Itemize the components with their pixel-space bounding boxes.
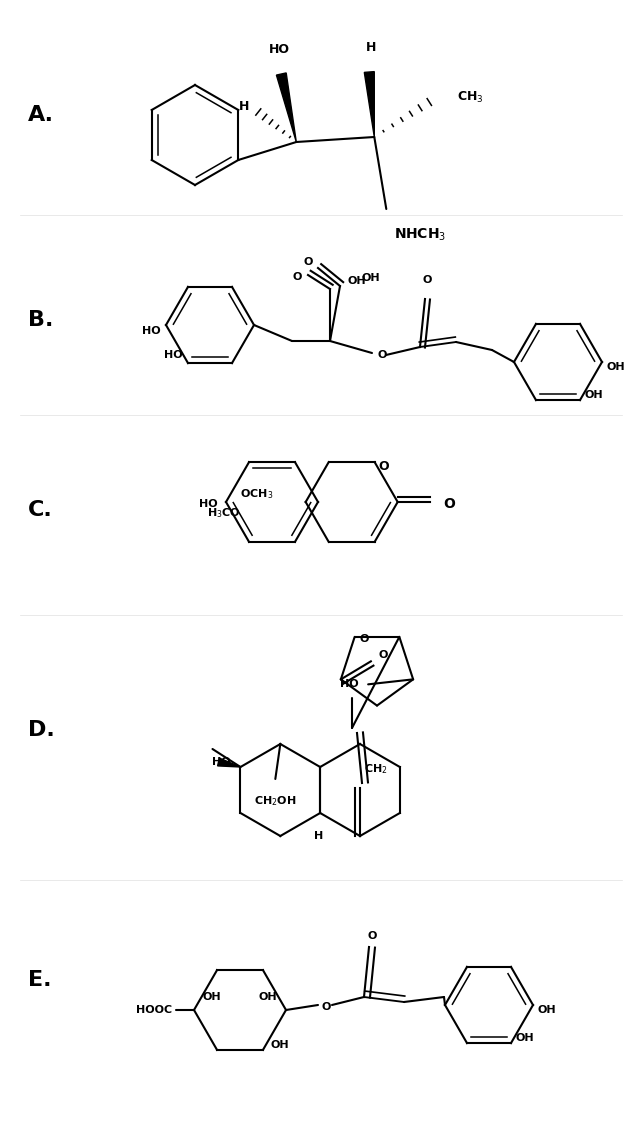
Text: HO: HO [212,758,230,767]
Text: OH: OH [271,1040,290,1050]
Polygon shape [218,759,241,767]
Text: O: O [379,459,389,473]
Text: OCH$_3$: OCH$_3$ [240,488,273,501]
Text: OH: OH [585,390,603,400]
Text: HO: HO [269,43,290,56]
Text: OH: OH [348,276,367,286]
Text: OH: OH [516,1033,535,1043]
Text: OH: OH [259,992,277,1002]
Text: E.: E. [28,970,51,990]
Text: OH: OH [362,273,381,284]
Text: O: O [360,634,369,644]
Text: HOOC: HOOC [136,1005,172,1015]
Text: OH: OH [607,362,625,372]
Text: H$_3$CO: H$_3$CO [207,506,241,519]
Text: HO: HO [340,679,358,689]
Polygon shape [277,73,297,142]
Text: H: H [366,41,376,54]
Text: OH: OH [203,992,221,1002]
Text: CH$_2$: CH$_2$ [364,762,388,776]
Text: O: O [292,272,302,282]
Text: C.: C. [28,500,53,521]
Text: O: O [422,276,431,285]
Text: O: O [303,257,313,266]
Text: O: O [322,1002,331,1012]
Polygon shape [364,71,374,137]
Text: H: H [239,101,250,113]
Text: A.: A. [28,105,54,125]
Text: NHCH$_3$: NHCH$_3$ [394,227,446,244]
Text: HO: HO [200,499,218,509]
Text: O: O [367,931,377,941]
Text: B.: B. [28,310,53,330]
Text: CH$_3$: CH$_3$ [457,90,484,104]
Text: HO: HO [143,325,161,336]
Text: H: H [313,831,323,841]
Text: OH: OH [538,1005,557,1015]
Text: HO: HO [164,350,183,361]
Text: O: O [378,350,387,359]
Text: O: O [444,497,456,511]
Text: D.: D. [28,720,55,741]
Text: CH$_2$OH: CH$_2$OH [254,794,297,807]
Text: O: O [379,650,388,660]
